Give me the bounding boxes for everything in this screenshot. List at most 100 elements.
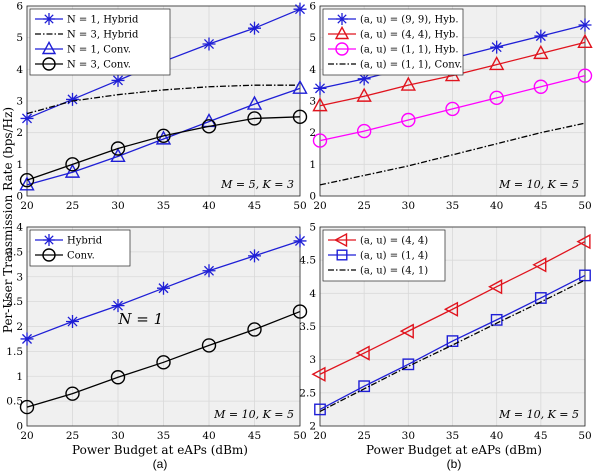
- series-line-3: [26, 87, 301, 186]
- x-tick-label: 45: [534, 430, 547, 442]
- panel-bottom-right: 20 25 30 35 40 45 50 2 2.5 3 3.5 4 4.5 5 M = 10, K = 5…: [299, 222, 591, 443]
- legend-label: N = 3, Hybrid: [67, 30, 139, 41]
- y-tick-label: 5: [309, 32, 316, 44]
- panel-label-b: (b): [447, 457, 462, 471]
- legend-label: (a, u) = (1, 1), Conv.: [360, 60, 462, 71]
- data-point-s4-25: [65, 157, 80, 172]
- data-point-s2-50: [577, 33, 593, 48]
- legend: N = 1, Hybrid N = 3, Hybrid N = 1, Conv. N …: [29, 8, 171, 76]
- data-point-s3-20: [312, 133, 328, 148]
- data-point-s2-45: [247, 322, 262, 337]
- x-tick-label: 30: [402, 200, 415, 212]
- y-tick-label: 0.5: [6, 396, 23, 408]
- x-tick-label: 45: [248, 200, 261, 212]
- y-axis-label: Per-User Transmission Rate (bps/Hz): [1, 107, 15, 333]
- legend-label: (a, u) = (1, 1), Hyb.: [360, 45, 459, 56]
- x-axis-label-right: Power Budget at eAPs (dBm): [366, 443, 542, 457]
- legend-label: N = 1, Hybrid: [67, 15, 139, 26]
- data-point-s2-50: [292, 304, 308, 319]
- legend-swatch-marker: [42, 248, 56, 262]
- legend-label: (a, u) = (4, 4), Hyb.: [360, 30, 459, 41]
- data-point-s4-20: [19, 172, 35, 188]
- series-line-4: [319, 122, 586, 186]
- x-tick-label: 40: [202, 430, 215, 442]
- legend-label: (a, u) = (4, 4): [360, 236, 428, 247]
- x-tick-label: 25: [357, 200, 370, 212]
- legend: (a, u) = (9, 9), Hyb. (a, u) = (4, 4), Hy…: [322, 8, 464, 76]
- data-point-s2-45: [534, 292, 547, 304]
- y-tick-label: 1.5: [6, 346, 23, 358]
- data-point-s1-25: [66, 92, 79, 106]
- data-point-s1-50: [293, 2, 307, 16]
- legend-swatch-marker: [43, 234, 55, 246]
- legend-swatch-marker: [43, 13, 55, 25]
- data-point-s4-35: [156, 128, 171, 144]
- legend-swatch-marker: [41, 40, 57, 55]
- annotation-text: M = 10, K = 5: [213, 408, 294, 421]
- y-tick-label: 5: [309, 222, 316, 234]
- y-tick-label: 2: [309, 127, 316, 139]
- y-tick-label: 0: [309, 191, 316, 203]
- y-tick-label: 3: [16, 271, 23, 283]
- data-point-s1-20: [20, 111, 34, 125]
- x-tick-label: 20: [20, 430, 33, 442]
- data-point-s2-20: [312, 97, 328, 112]
- y-tick-label: 3: [16, 96, 23, 108]
- panel-label-a: (a): [153, 457, 168, 471]
- panel-bottom-left: 20 25 30 35 40 45 50 0 0.5 1 1.5 2 2.5 3 3.5 4 M = 10, K…: [6, 222, 308, 442]
- y-tick-label: 1: [16, 371, 23, 383]
- data-point-s3-30: [110, 147, 126, 162]
- data-point-s3-35: [445, 101, 460, 117]
- x-tick-label: 50: [578, 200, 591, 212]
- data-point-s1-50: [576, 233, 591, 250]
- y-tick-label: 2: [16, 127, 23, 139]
- x-tick-label: 25: [66, 200, 79, 212]
- y-tick-label: 3.5: [299, 321, 316, 333]
- data-point-s2-40: [490, 313, 503, 326]
- legend-label: (a, u) = (4, 1): [360, 266, 428, 277]
- data-point-s3-45: [246, 95, 263, 110]
- series-line-3: [319, 75, 586, 142]
- series-line-4: [26, 116, 301, 181]
- y-tick-label: 3: [309, 96, 316, 108]
- axes-frame: [319, 5, 586, 197]
- y-tick-label: 4: [16, 64, 23, 76]
- x-tick-label: 30: [111, 430, 124, 442]
- data-point-s4-40: [201, 119, 217, 134]
- series-line-2: [319, 41, 586, 107]
- data-point-s1-40: [202, 264, 216, 278]
- y-tick-label: 6: [16, 1, 23, 13]
- series-line-2: [26, 84, 300, 115]
- data-point-s2-25: [356, 87, 372, 102]
- data-point-s1-45: [532, 257, 547, 273]
- legend-label: Hybrid: [67, 236, 103, 247]
- axes-frame: [26, 5, 301, 197]
- data-point-s3-45: [533, 79, 549, 94]
- data-point-s1-45: [534, 29, 548, 43]
- legend-swatch-marker: [333, 232, 348, 248]
- axes-frame: [26, 226, 301, 427]
- data-point-s1-40: [488, 279, 503, 295]
- data-point-s1-25: [357, 72, 371, 86]
- x-tick-label: 25: [66, 430, 79, 442]
- legend-box: [322, 8, 464, 76]
- x-tick-label: 20: [313, 200, 326, 212]
- x-tick-label: 20: [313, 430, 326, 442]
- x-tick-label: 35: [446, 200, 459, 212]
- legend-label: Conv.: [67, 251, 95, 262]
- y-tick-label: 4.5: [299, 255, 316, 267]
- data-point-s1-20: [20, 332, 34, 346]
- x-tick-label: 50: [578, 430, 591, 442]
- data-point-s1-45: [248, 21, 261, 35]
- data-point-s3-50: [292, 79, 308, 94]
- legend-swatch-marker: [334, 25, 350, 40]
- data-point-s1-25: [355, 345, 370, 361]
- y-tick-label: 2.5: [299, 387, 316, 399]
- data-point-s3-40: [489, 90, 504, 106]
- data-point-s1-25: [66, 315, 79, 329]
- series-line-2: [26, 310, 301, 408]
- x-tick-label: 25: [357, 430, 370, 442]
- x-tick-label: 45: [248, 430, 261, 442]
